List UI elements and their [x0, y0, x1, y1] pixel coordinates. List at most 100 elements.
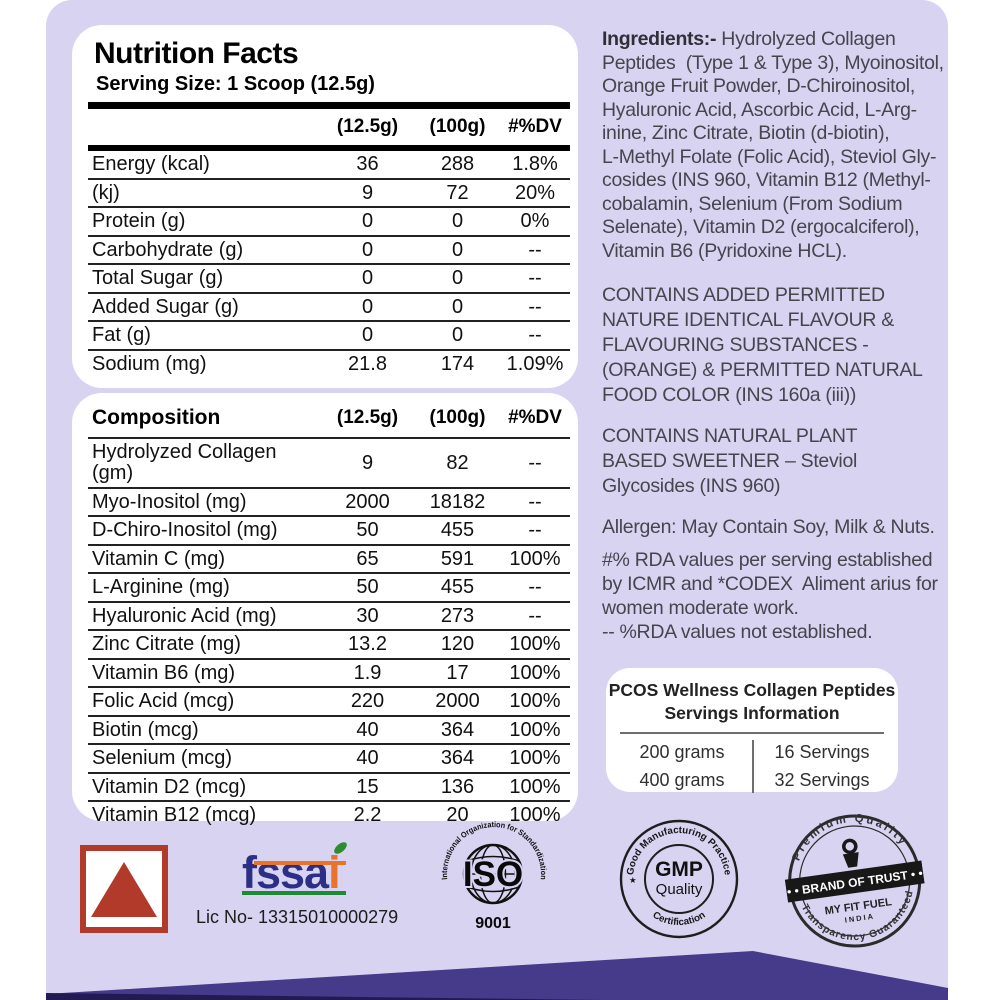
- servings-box-title-line1: PCOS Wellness Collagen Peptides: [608, 680, 896, 700]
- iso-9001-stamp: International Organization for Standardi…: [428, 810, 560, 945]
- header-dv: #%DV: [500, 109, 570, 151]
- nutrient-label: L-Arginine (mg): [88, 573, 320, 603]
- value-per-100g: 72: [415, 178, 500, 208]
- ingredients-text: Ingredients:- Hydrolyzed Collagen Peptid…: [602, 28, 948, 263]
- iso-label: ISO: [463, 855, 523, 894]
- value-per-100g: 273: [415, 601, 500, 631]
- value-dv: --: [500, 516, 570, 546]
- nutrient-label: Vitamin B6 (mg): [88, 658, 320, 688]
- table-row: Zinc Citrate (mg) 13.2 120 100%: [88, 630, 570, 660]
- table-row: D-Chiro-Inositol (mg) 50 455 --: [88, 516, 570, 546]
- composition-table: Composition (12.5g) (100g) #%DV Hydrolyz…: [88, 399, 570, 829]
- value-per-100g: 136: [415, 772, 500, 802]
- allergen-text: Allergen: May Contain Soy, Milk & Nuts.: [602, 516, 935, 538]
- value-per-100g: 120: [415, 630, 500, 660]
- nutrient-label: D-Chiro-Inositol (mg): [88, 516, 320, 546]
- nutrition-facts-title: Nutrition Facts: [94, 37, 299, 70]
- value-per-serving: 65: [320, 544, 415, 574]
- nutrition-header-row: (12.5g) (100g) #%DV: [88, 109, 570, 151]
- value-per-serving: 0: [320, 321, 415, 351]
- value-dv: 1.8%: [500, 148, 570, 180]
- composition-header-row: Composition (12.5g) (100g) #%DV: [88, 399, 570, 439]
- gmp-star-icon: ★: [629, 875, 637, 885]
- globe-icon: [462, 843, 524, 905]
- value-per-serving: 50: [320, 516, 415, 546]
- table-row: Vitamin B12 (mcg) 2.2 20 100%: [88, 801, 570, 829]
- fssai-text-blue: fssa: [242, 847, 329, 898]
- ingredients-body: Hydrolyzed Collagen Peptides (Type 1 & T…: [602, 28, 944, 262]
- value-per-100g: 82: [415, 438, 500, 489]
- value-per-100g: 455: [415, 516, 500, 546]
- contains-sweetner-text: CONTAINS NATURAL PLANT BASED SWEETNER – …: [602, 425, 858, 497]
- pack-servings: 16 Servings: [774, 742, 870, 762]
- table-row: Added Sugar (g) 0 0 --: [88, 292, 570, 322]
- table-row: Folic Acid (mcg) 220 2000 100%: [88, 687, 570, 717]
- value-per-serving: 0: [320, 207, 415, 237]
- table-row: Carbohydrate (g) 0 0 --: [88, 235, 570, 265]
- pack-servings: 32 Servings: [774, 770, 870, 790]
- value-dv: 100%: [500, 772, 570, 802]
- value-per-serving: 0: [320, 264, 415, 294]
- gmp-stamp: Good Manufacturing Practice Certificatio…: [618, 818, 740, 945]
- nutrient-label: Hyaluronic Acid (mg): [88, 601, 320, 631]
- value-per-100g: 364: [415, 715, 500, 745]
- value-dv: 100%: [500, 744, 570, 774]
- value-dv: 0%: [500, 207, 570, 237]
- nutrient-label: Selenium (mcg): [88, 744, 320, 774]
- nutrient-label: Vitamin D2 (mcg): [88, 772, 320, 802]
- table-row: Energy (kcal) 36 288 1.8%: [88, 148, 570, 180]
- servings-box-title-line2: Servings Information: [664, 703, 840, 723]
- value-dv: 100%: [500, 687, 570, 717]
- table-row: Hydrolyzed Collagen (gm) 9 82 --: [88, 438, 570, 489]
- nutrient-label: Protein (g): [88, 207, 320, 237]
- servings-grid: 200 grams 16 Servings 400 grams 32 Servi…: [606, 734, 898, 793]
- table-row: Vitamin D2 (mcg) 15 136 100%: [88, 772, 570, 802]
- value-per-serving: 9: [320, 438, 415, 489]
- value-per-serving: 30: [320, 601, 415, 631]
- iso-number: 9001: [475, 915, 511, 932]
- nutrient-label: Fat (g): [88, 321, 320, 351]
- value-per-100g: 591: [415, 544, 500, 574]
- value-per-serving: 9: [320, 178, 415, 208]
- fssai-wordmark: fssai: [242, 840, 349, 898]
- composition-panel: Composition (12.5g) (100g) #%DV Hydrolyz…: [72, 393, 578, 825]
- value-per-serving: 40: [320, 715, 415, 745]
- value-per-serving: 2.2: [353, 804, 382, 826]
- value-per-100g: 2000: [415, 687, 500, 717]
- value-dv: 1.09%: [506, 352, 564, 375]
- nutrient-label: Added Sugar (g): [88, 292, 320, 322]
- table-row: Vitamin C (mg) 65 591 100%: [88, 544, 570, 574]
- thick-divider: [88, 102, 570, 109]
- contains-flavour-text: CONTAINS ADDED PERMITTED NATURE IDENTICA…: [602, 284, 923, 406]
- value-per-100g: 0: [415, 264, 500, 294]
- value-dv: 100%: [500, 630, 570, 660]
- table-row: L-Arginine (mg) 50 455 --: [88, 573, 570, 603]
- table-row: Vitamin B6 (mg) 1.9 17 100%: [88, 658, 570, 688]
- table-row: Biotin (mcg) 40 364 100%: [88, 715, 570, 745]
- kettlebell-icon: [842, 838, 859, 868]
- value-per-serving: 13.2: [320, 630, 415, 660]
- value-per-serving: 0: [320, 235, 415, 265]
- value-per-100g: 0: [415, 292, 500, 322]
- nutrition-table: (12.5g) (100g) #%DV Energy (kcal) 36 288 1.…: [88, 109, 570, 377]
- value-dv: --: [500, 487, 570, 517]
- value-dv: --: [500, 321, 570, 351]
- nutrient-label: Carbohydrate (g): [88, 235, 320, 265]
- header-per-100g: (100g): [415, 109, 500, 151]
- value-dv: 100%: [509, 804, 561, 826]
- value-per-serving: 220: [320, 687, 415, 717]
- value-dv: 20%: [500, 178, 570, 208]
- value-per-100g: 18182: [415, 487, 500, 517]
- value-dv: --: [500, 292, 570, 322]
- value-dv: --: [500, 601, 570, 631]
- header-empty: [88, 109, 320, 151]
- table-row: Myo-Inositol (mg) 2000 18182 --: [88, 487, 570, 517]
- composition-title: Composition: [88, 399, 320, 439]
- nonveg-triangle-icon: [91, 862, 157, 917]
- value-per-100g: 455: [415, 573, 500, 603]
- value-per-serving: 21.8: [348, 352, 387, 375]
- servings-grid-divider: [752, 740, 754, 793]
- bottom-wedge-graphic: [46, 951, 948, 1000]
- servings-info-box: PCOS Wellness Collagen Peptides Servings…: [606, 668, 898, 793]
